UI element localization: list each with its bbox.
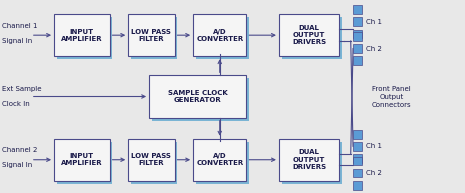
Bar [196,142,249,184]
Text: DUAL
OUTPUT
DRIVERS: DUAL OUTPUT DRIVERS [292,25,326,45]
Bar [282,142,342,184]
Bar [353,142,362,151]
Bar [353,30,362,38]
Text: Ch 2: Ch 2 [366,170,382,176]
Text: Channel 1: Channel 1 [1,23,37,29]
Bar [131,17,177,59]
Bar [152,79,249,121]
Bar [279,14,339,56]
Text: INPUT
AMPLIFIER: INPUT AMPLIFIER [61,29,103,42]
Bar [353,5,362,14]
Text: Ch 2: Ch 2 [366,46,382,52]
Text: LOW PASS
FILTER: LOW PASS FILTER [132,29,171,42]
Bar [353,44,362,53]
Text: DUAL
OUTPUT
DRIVERS: DUAL OUTPUT DRIVERS [292,150,326,170]
Text: A/D
CONVERTER: A/D CONVERTER [196,153,243,166]
Text: Ext Sample: Ext Sample [1,86,41,92]
Bar [54,139,110,181]
Text: SAMPLE CLOCK
GENERATOR: SAMPLE CLOCK GENERATOR [168,90,227,103]
Bar [128,14,174,56]
Text: INPUT
AMPLIFIER: INPUT AMPLIFIER [61,153,103,166]
Bar [57,142,113,184]
Bar [353,157,362,165]
Text: Ch 1: Ch 1 [366,19,382,25]
Text: Signal In: Signal In [1,38,32,44]
Text: Front Panel
Output
Connectors: Front Panel Output Connectors [372,85,411,108]
Bar [196,17,249,59]
Bar [193,139,246,181]
Bar [131,142,177,184]
Bar [149,75,246,118]
Text: LOW PASS
FILTER: LOW PASS FILTER [132,153,171,166]
Bar [353,169,362,177]
Bar [353,56,362,65]
Bar [353,32,362,41]
Bar [353,181,362,190]
Bar [54,14,110,56]
Text: Ch 1: Ch 1 [366,143,382,149]
Bar [193,14,246,56]
Bar [353,17,362,26]
Text: Channel 2: Channel 2 [1,147,37,153]
Bar [282,17,342,59]
Bar [279,139,339,181]
Bar [57,17,113,59]
Bar [128,139,174,181]
Bar [353,130,362,139]
Text: A/D
CONVERTER: A/D CONVERTER [196,29,243,42]
Text: Clock In: Clock In [1,101,29,107]
Text: Signal In: Signal In [1,163,32,168]
Bar [353,154,362,163]
